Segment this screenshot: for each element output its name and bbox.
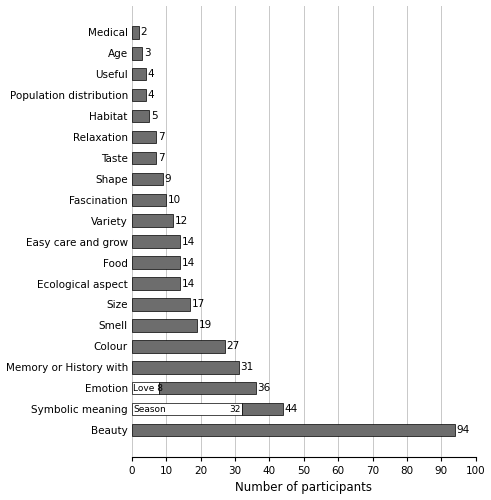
Text: 5: 5 — [151, 111, 158, 121]
Bar — [132, 298, 191, 311]
Bar — [132, 47, 142, 60]
Bar — [132, 110, 149, 122]
Text: 44: 44 — [285, 404, 298, 414]
Text: 12: 12 — [175, 216, 188, 226]
Text: 32: 32 — [229, 404, 240, 413]
Bar — [132, 361, 239, 374]
Bar — [132, 26, 139, 38]
Bar — [132, 89, 146, 102]
Bar — [132, 236, 180, 248]
Text: 2: 2 — [140, 28, 147, 38]
Bar — [132, 403, 242, 415]
Bar — [132, 152, 156, 164]
Text: 14: 14 — [182, 236, 195, 246]
Bar — [160, 382, 256, 394]
Text: Season: Season — [134, 404, 166, 413]
Bar — [132, 382, 160, 394]
Text: 36: 36 — [257, 383, 271, 393]
Bar — [132, 172, 163, 185]
Text: 7: 7 — [158, 153, 164, 163]
Text: Love 8: Love 8 — [134, 384, 164, 392]
Text: 31: 31 — [240, 362, 253, 372]
Text: 10: 10 — [168, 195, 181, 205]
Text: 4: 4 — [147, 90, 154, 100]
Text: 17: 17 — [192, 300, 205, 310]
Text: 27: 27 — [226, 342, 240, 351]
Text: 7: 7 — [158, 132, 164, 142]
Bar — [132, 214, 173, 227]
Text: 94: 94 — [457, 425, 470, 435]
Bar — [132, 194, 166, 206]
Text: 4: 4 — [147, 69, 154, 79]
Bar — [242, 403, 283, 415]
Bar — [132, 340, 225, 352]
Bar — [132, 256, 180, 269]
Bar — [132, 130, 156, 143]
Bar — [132, 319, 197, 332]
Text: 14: 14 — [182, 278, 195, 288]
Bar — [132, 68, 146, 80]
Text: 19: 19 — [199, 320, 212, 330]
Text: 14: 14 — [182, 258, 195, 268]
Text: 3: 3 — [144, 48, 151, 58]
Bar — [132, 278, 180, 290]
Bar — [132, 424, 455, 436]
Text: 9: 9 — [164, 174, 171, 184]
X-axis label: Number of participants: Number of participants — [235, 482, 372, 494]
